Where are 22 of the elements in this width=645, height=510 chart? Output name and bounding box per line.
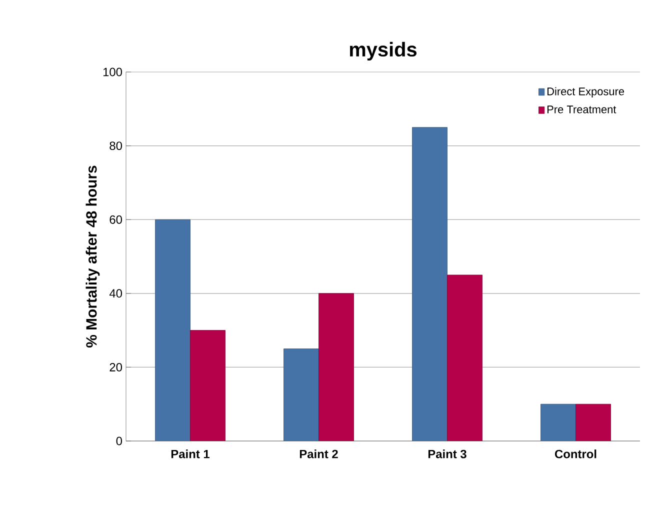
bar — [576, 404, 611, 441]
y-tick-label: 60 — [110, 215, 122, 224]
bar — [284, 348, 319, 441]
bar — [540, 404, 576, 441]
bar — [318, 293, 354, 441]
y-tick-label: 40 — [109, 289, 122, 298]
y-tick-label: 0 — [116, 436, 122, 446]
x-tick-label: Paint 3 — [428, 450, 466, 458]
y-tick-label: 20 — [110, 362, 122, 372]
bar — [190, 330, 226, 441]
x-tick-label: Control — [554, 450, 596, 458]
y-tick-label: 80 — [110, 142, 122, 150]
y-axis-title: % Mortality after 48 hours — [86, 166, 100, 348]
chart-title: mysids — [350, 42, 417, 61]
bar — [412, 127, 448, 441]
x-tick-label: Paint 2 — [300, 450, 338, 458]
bar — [155, 219, 190, 441]
legend-label: Pre Treatment — [547, 106, 616, 114]
bar — [447, 274, 482, 441]
legend-label: Direct Exposure — [547, 87, 624, 98]
x-tick-label: Paint 1 — [171, 450, 210, 458]
y-tick-label: 100 — [103, 68, 122, 76]
